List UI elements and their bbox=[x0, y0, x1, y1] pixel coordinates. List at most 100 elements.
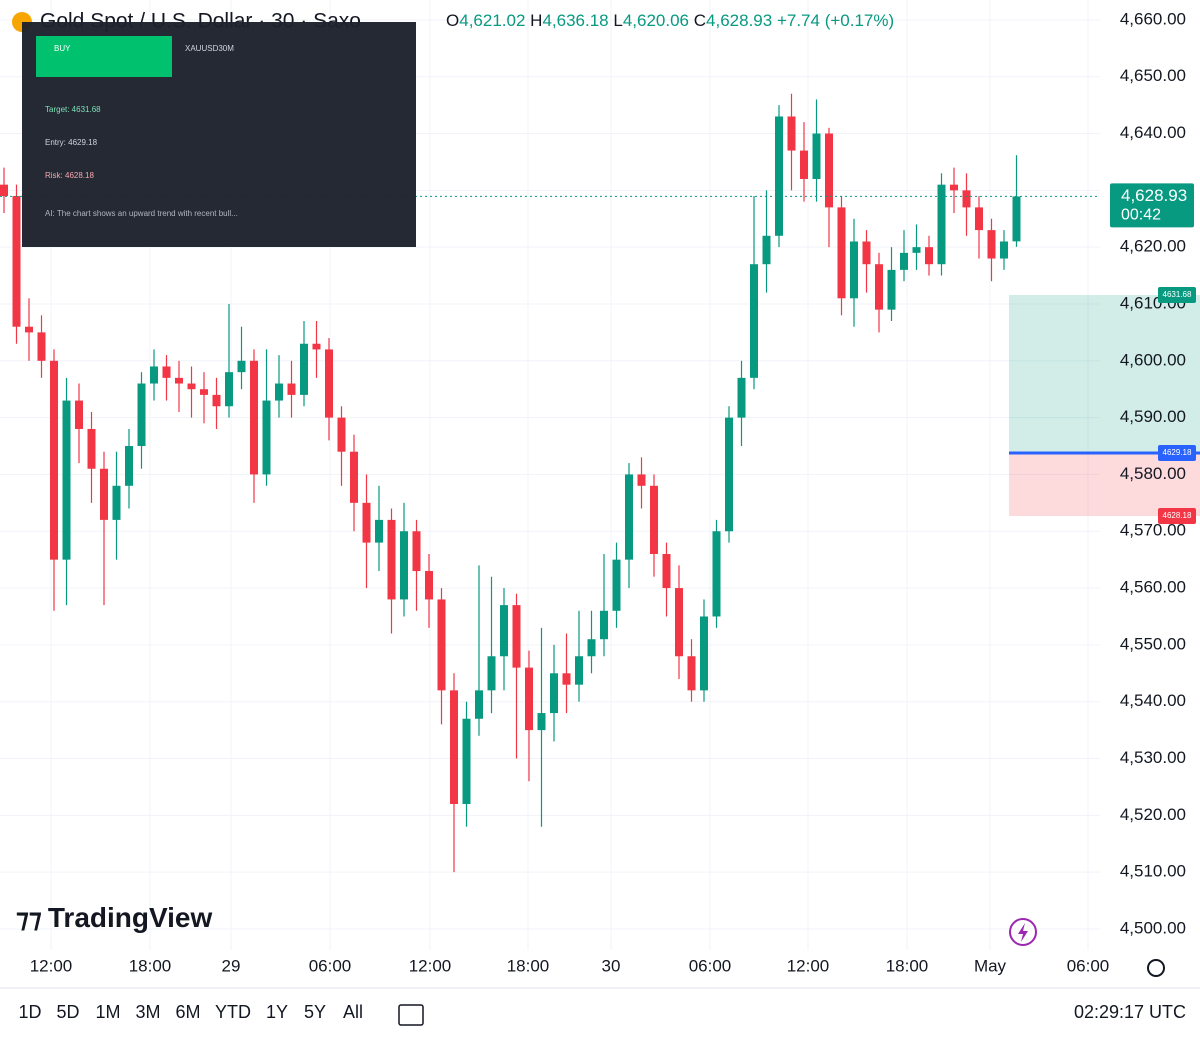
candle-body bbox=[775, 116, 783, 236]
candle-body bbox=[12, 196, 21, 327]
clock: 02:29:17 UTC bbox=[1074, 1002, 1186, 1022]
risk-zone bbox=[1009, 453, 1200, 516]
l-value: 4,620.06 bbox=[623, 11, 689, 30]
settings-icon[interactable] bbox=[1147, 959, 1165, 977]
candle-body bbox=[737, 377, 746, 418]
risk-tag bbox=[1158, 508, 1196, 524]
x-tick-label: 18:00 bbox=[507, 956, 550, 975]
candle-body bbox=[550, 673, 558, 714]
candle-body bbox=[662, 553, 671, 589]
y-tick-label: 4,550.00 bbox=[1120, 634, 1186, 653]
candle-body bbox=[375, 519, 383, 543]
candle-body bbox=[237, 360, 246, 373]
candle-body bbox=[712, 531, 721, 617]
candle-body bbox=[125, 446, 133, 486]
candle-body bbox=[837, 207, 846, 299]
logo: ⁊⁊ TradingView bbox=[16, 902, 212, 933]
panel-symbol: XAUUSD30M bbox=[185, 44, 234, 53]
risk-tag-label: 4628.18 bbox=[1163, 511, 1192, 520]
candle-body bbox=[100, 468, 108, 520]
x-tick-label: 12:00 bbox=[787, 956, 830, 975]
y-tick-label: 4,660.00 bbox=[1120, 9, 1186, 28]
candle-body bbox=[150, 366, 158, 384]
range-button[interactable]: 5Y bbox=[304, 1002, 326, 1022]
x-tick-label: 12:00 bbox=[409, 956, 452, 975]
y-tick-label: 4,500.00 bbox=[1120, 918, 1186, 937]
candle-body bbox=[437, 599, 446, 691]
candle-body bbox=[112, 485, 121, 520]
candle-body bbox=[200, 389, 208, 395]
candle-body bbox=[400, 531, 408, 600]
candle-body bbox=[450, 690, 458, 804]
signal-badge bbox=[36, 36, 172, 77]
candle-body bbox=[500, 605, 508, 657]
candle-body bbox=[700, 616, 708, 691]
x-tick-label: 06:00 bbox=[689, 956, 732, 975]
range-button[interactable]: 1D bbox=[18, 1002, 41, 1022]
candle-body bbox=[37, 332, 46, 361]
panel-risk: Risk: 4628.18 bbox=[45, 171, 94, 180]
last-price-label: 4,628.93 bbox=[1121, 186, 1187, 205]
ohlc: O4,621.02 H4,636.18 L4,620.06 C4,628.93 … bbox=[446, 11, 894, 30]
candle-body bbox=[512, 605, 521, 668]
target-zone bbox=[1009, 295, 1200, 453]
candle-body bbox=[587, 639, 596, 657]
y-tick-label: 4,520.00 bbox=[1120, 805, 1186, 824]
y-tick-label: 4,570.00 bbox=[1120, 521, 1186, 540]
range-button[interactable]: 3M bbox=[135, 1002, 160, 1022]
y-tick-label: 4,530.00 bbox=[1120, 748, 1186, 767]
candle-body bbox=[850, 241, 858, 299]
candle-body bbox=[250, 360, 258, 475]
countdown: 00:42 bbox=[1121, 207, 1161, 224]
candle-body bbox=[312, 343, 321, 350]
logo-text: TradingView bbox=[48, 902, 213, 933]
range-button[interactable]: 5D bbox=[56, 1002, 79, 1022]
price-tag: 4,628.93 00:42 bbox=[0, 183, 1194, 228]
x-tick-label: 06:00 bbox=[1067, 956, 1110, 975]
candle-body bbox=[987, 230, 996, 259]
c-label: C bbox=[694, 11, 706, 30]
candle-body bbox=[425, 571, 433, 600]
y-tick-label: 4,650.00 bbox=[1120, 66, 1186, 85]
candle-body bbox=[875, 264, 883, 310]
x-tick-label: 18:00 bbox=[129, 956, 172, 975]
candle-body bbox=[350, 451, 358, 503]
candle-body bbox=[762, 235, 771, 265]
x-tick-label: 06:00 bbox=[309, 956, 352, 975]
candles bbox=[0, 93, 1021, 873]
candle-body bbox=[0, 184, 8, 197]
range-button[interactable]: 1M bbox=[95, 1002, 120, 1022]
y-tick-label: 4,510.00 bbox=[1120, 862, 1186, 881]
range-button[interactable]: 1Y bbox=[266, 1002, 288, 1022]
target-tag-label: 4631.68 bbox=[1163, 290, 1192, 299]
date-range-icon[interactable] bbox=[398, 1004, 424, 1026]
candle-body bbox=[300, 343, 308, 395]
candle-body bbox=[337, 417, 346, 452]
candle-body bbox=[575, 656, 583, 685]
candle-body bbox=[87, 428, 96, 469]
range-button[interactable]: 6M bbox=[175, 1002, 200, 1022]
candle-body bbox=[787, 116, 796, 151]
candle-body bbox=[600, 610, 608, 640]
candle-body bbox=[387, 519, 396, 600]
range-button[interactable]: All bbox=[343, 1002, 363, 1022]
candle-body bbox=[862, 241, 871, 265]
candle-body bbox=[175, 377, 183, 384]
candle-body bbox=[462, 718, 471, 804]
range-button[interactable]: YTD bbox=[215, 1002, 251, 1022]
candle-body bbox=[675, 588, 683, 657]
candle-body bbox=[687, 656, 696, 691]
toolbar: 1D 5D 1M 3M 6M YTD 1Y 5Y All bbox=[18, 1002, 363, 1022]
candle-body bbox=[25, 326, 33, 333]
candle-body bbox=[887, 269, 896, 310]
candle-body bbox=[187, 383, 196, 390]
lightning-icon[interactable] bbox=[1009, 918, 1037, 946]
candle-body bbox=[812, 133, 821, 179]
candle-body bbox=[925, 247, 933, 265]
x-tick-label: 30 bbox=[602, 956, 621, 975]
signal-label: BUY bbox=[54, 44, 71, 53]
y-tick-label: 4,580.00 bbox=[1120, 464, 1186, 483]
entry-tag bbox=[1158, 445, 1196, 461]
